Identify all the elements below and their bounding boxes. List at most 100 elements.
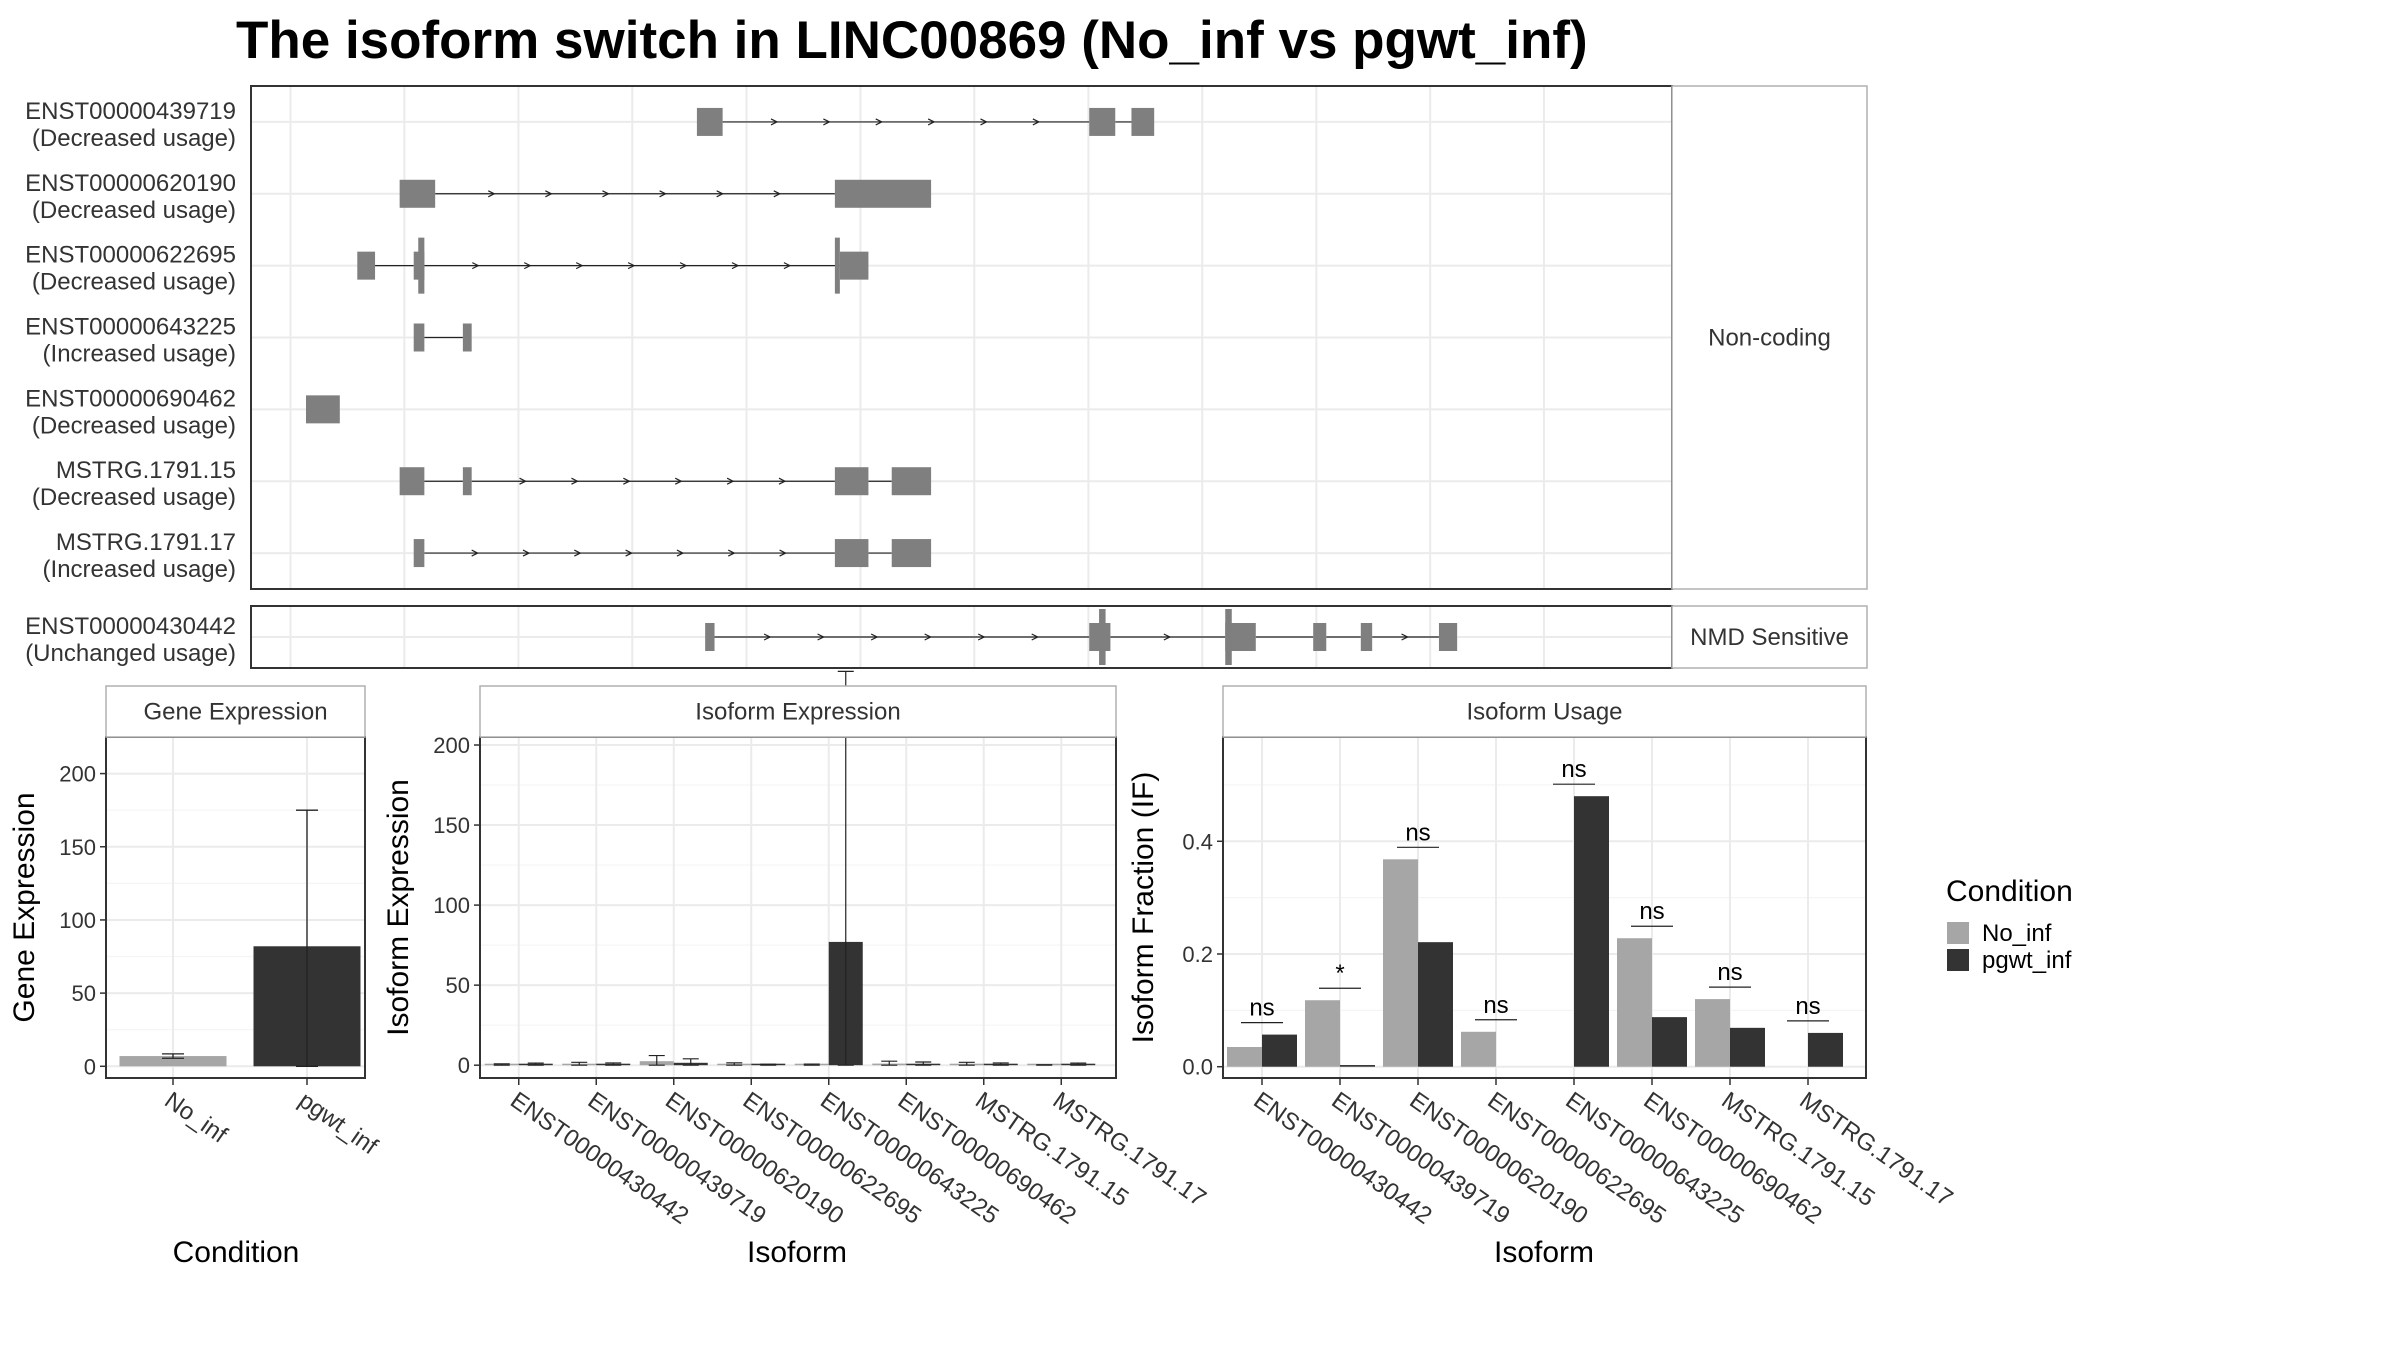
bar-pgwt_inf-MSTRG.1791.17 bbox=[1808, 1032, 1843, 1067]
intron-arrow bbox=[575, 262, 584, 270]
x-tick-label: pgwt_inf bbox=[294, 1087, 383, 1161]
bar-No_inf-ENST00000690462 bbox=[1617, 938, 1652, 1067]
intron-arrow bbox=[980, 118, 988, 126]
exon-block bbox=[834, 179, 932, 208]
significance-label: ns bbox=[1717, 959, 1742, 986]
transcript-status-label: (Unchanged usage) bbox=[25, 640, 236, 667]
transcript-status-label: (Decreased usage) bbox=[32, 197, 236, 224]
transcript-id-label: MSTRG.1791.17 bbox=[56, 529, 236, 556]
transcript-id-label: ENST00000430442 bbox=[25, 613, 236, 640]
intron-arrow bbox=[522, 549, 531, 557]
intron-arrow bbox=[676, 549, 685, 557]
transcript-id-label: ENST00000622695 bbox=[25, 242, 236, 269]
y-tick-label: 100 bbox=[433, 893, 470, 918]
exon-block bbox=[413, 323, 425, 352]
exon-block bbox=[834, 539, 869, 568]
y-axis-title: Isoform Fraction (IF) bbox=[1127, 772, 1160, 1044]
exon-block-tall bbox=[1099, 609, 1106, 665]
exon-block bbox=[696, 107, 723, 136]
intron-arrow bbox=[545, 190, 553, 198]
bar-No_inf-ENST00000620190 bbox=[1383, 859, 1418, 1067]
significance-label: ns bbox=[1249, 995, 1274, 1022]
figure-panels: ENST00000439719(Decreased usage)ENST0000… bbox=[8, 85, 2073, 1269]
y-tick-label: 0 bbox=[458, 1053, 470, 1078]
y-tick-label: 150 bbox=[433, 813, 470, 838]
transcript-id-label: ENST00000690462 bbox=[25, 385, 236, 412]
exon-block-tall bbox=[1225, 609, 1232, 665]
transcript-panel-1: ENST00000430442(Unchanged usage) NMD Sens… bbox=[25, 605, 1868, 669]
bar-chart-0: 0 50 100 150 200 No_inf pgwt_inf Gene Expressio… bbox=[8, 685, 383, 1269]
panel-title: Gene Expression bbox=[143, 699, 327, 726]
plot-background bbox=[480, 737, 1116, 1078]
legend-label: pgwt_inf bbox=[1982, 947, 2072, 974]
legend-label: No_inf bbox=[1982, 920, 2052, 947]
transcript-row bbox=[696, 107, 1155, 136]
intron-arrow bbox=[727, 549, 736, 557]
intron-arrow bbox=[778, 477, 787, 485]
transcript-id-label: ENST00000620190 bbox=[25, 170, 236, 197]
intron-arrow bbox=[870, 633, 879, 641]
x-tick-label: No_inf bbox=[160, 1087, 233, 1149]
intron-arrow bbox=[875, 118, 884, 126]
transcript-row bbox=[399, 467, 932, 496]
x-axis-title: Condition bbox=[173, 1236, 300, 1269]
intron-arrow bbox=[783, 262, 792, 270]
bar-pgwt_inf-MSTRG.1791.15 bbox=[1730, 1027, 1765, 1067]
intron-arrow bbox=[726, 477, 735, 485]
intron-arrow bbox=[679, 262, 688, 270]
legend-title: Condition bbox=[1946, 875, 2073, 908]
bar-pgwt_inf-ENST00000439719 bbox=[1340, 1065, 1375, 1067]
bar-pgwt_inf-ENST00000643225 bbox=[1574, 796, 1609, 1067]
transcript-status-label: (Decreased usage) bbox=[32, 125, 236, 152]
exon-block bbox=[399, 179, 436, 208]
facet-strip-label: Non-coding bbox=[1708, 325, 1831, 352]
exon-block bbox=[399, 467, 425, 496]
bar-pgwt_inf-ENST00000620190 bbox=[1418, 942, 1453, 1067]
y-tick-label: 100 bbox=[59, 908, 96, 933]
transcript-status-label: (Increased usage) bbox=[43, 341, 236, 368]
transcript-id-label: ENST00000643225 bbox=[25, 314, 236, 341]
exon-block-tall bbox=[834, 237, 840, 294]
intron-arrow bbox=[773, 190, 782, 198]
intron-arrow bbox=[770, 118, 779, 126]
intron-arrow bbox=[519, 477, 527, 485]
y-tick-label: 200 bbox=[433, 733, 470, 758]
transcript-status-label: (Decreased usage) bbox=[32, 269, 236, 296]
y-tick-label: 50 bbox=[72, 981, 96, 1006]
bar-chart-2: 0.00.20.4ns*nsnsnsnsnsnsENST00000430442E… bbox=[1127, 685, 1958, 1269]
intron-arrow bbox=[924, 633, 932, 641]
transcript-status-label: (Increased usage) bbox=[43, 556, 236, 583]
intron-arrow bbox=[471, 549, 480, 557]
significance-label: * bbox=[1335, 960, 1344, 987]
facet-strip bbox=[1671, 605, 1868, 669]
intron-arrow bbox=[927, 118, 936, 126]
exon-block bbox=[1438, 623, 1458, 651]
intron-arrow bbox=[623, 477, 631, 485]
intron-arrow bbox=[1032, 118, 1041, 126]
exon-block bbox=[834, 467, 869, 496]
transcript-row bbox=[399, 179, 932, 208]
exon-block bbox=[462, 323, 472, 352]
exon-block bbox=[891, 467, 932, 496]
y-tick-label: 200 bbox=[59, 762, 96, 787]
exon-block bbox=[705, 623, 715, 651]
bar-No_inf-ENST00000622695 bbox=[1461, 1031, 1496, 1067]
y-axis-title: Gene Expression bbox=[8, 792, 41, 1022]
exon-block bbox=[1360, 623, 1373, 651]
significance-label: ns bbox=[1483, 992, 1508, 1019]
bar-No_inf bbox=[119, 1056, 227, 1067]
y-tick-label: 0.0 bbox=[1182, 1055, 1213, 1080]
y-tick-label: 0 bbox=[84, 1054, 96, 1079]
x-axis-title: Isoform bbox=[1494, 1236, 1594, 1269]
transcript-row bbox=[413, 323, 472, 352]
intron-arrow bbox=[659, 190, 667, 198]
intron-arrow bbox=[602, 190, 610, 198]
bar-No_inf-MSTRG.1791.15 bbox=[1695, 999, 1730, 1067]
y-tick-label: 50 bbox=[446, 973, 470, 998]
y-tick-label: 0.2 bbox=[1182, 942, 1213, 967]
significance-label: ns bbox=[1561, 756, 1586, 783]
significance-label: ns bbox=[1405, 819, 1430, 846]
bar-No_inf-ENST00000430442 bbox=[1227, 1047, 1262, 1067]
